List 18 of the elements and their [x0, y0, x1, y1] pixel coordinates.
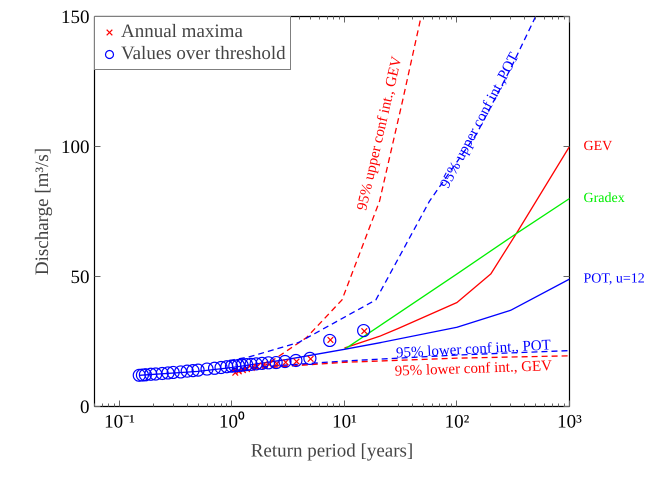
- y-tick-label: 100: [61, 137, 90, 158]
- x-tick-label: 10²: [444, 412, 470, 432]
- y-tick-label: 0: [80, 397, 90, 418]
- annotation: 95% lower conf int., GEV: [394, 358, 552, 380]
- x-tick-label: 10⁰: [218, 410, 245, 432]
- annotation: GEV: [584, 139, 612, 154]
- annotation: Gradex: [584, 191, 625, 206]
- x-tick-label: 10³: [557, 412, 582, 432]
- x-tick-label: 10⁻¹: [104, 412, 136, 432]
- y-axis-title: Discharge [m³/s]: [32, 148, 53, 276]
- annotation: 95% upper conf int., GEV: [354, 54, 406, 212]
- y-tick-label: 50: [70, 267, 90, 288]
- annotation: POT, u=12: [584, 272, 645, 287]
- legend-label: Values over threshold: [121, 43, 286, 65]
- legend-label: Annual maxima: [121, 21, 243, 43]
- x-axis-title: Return period [years]: [250, 440, 414, 462]
- x-tick-label: 10¹: [332, 412, 358, 432]
- y-tick-label: 150: [61, 7, 90, 28]
